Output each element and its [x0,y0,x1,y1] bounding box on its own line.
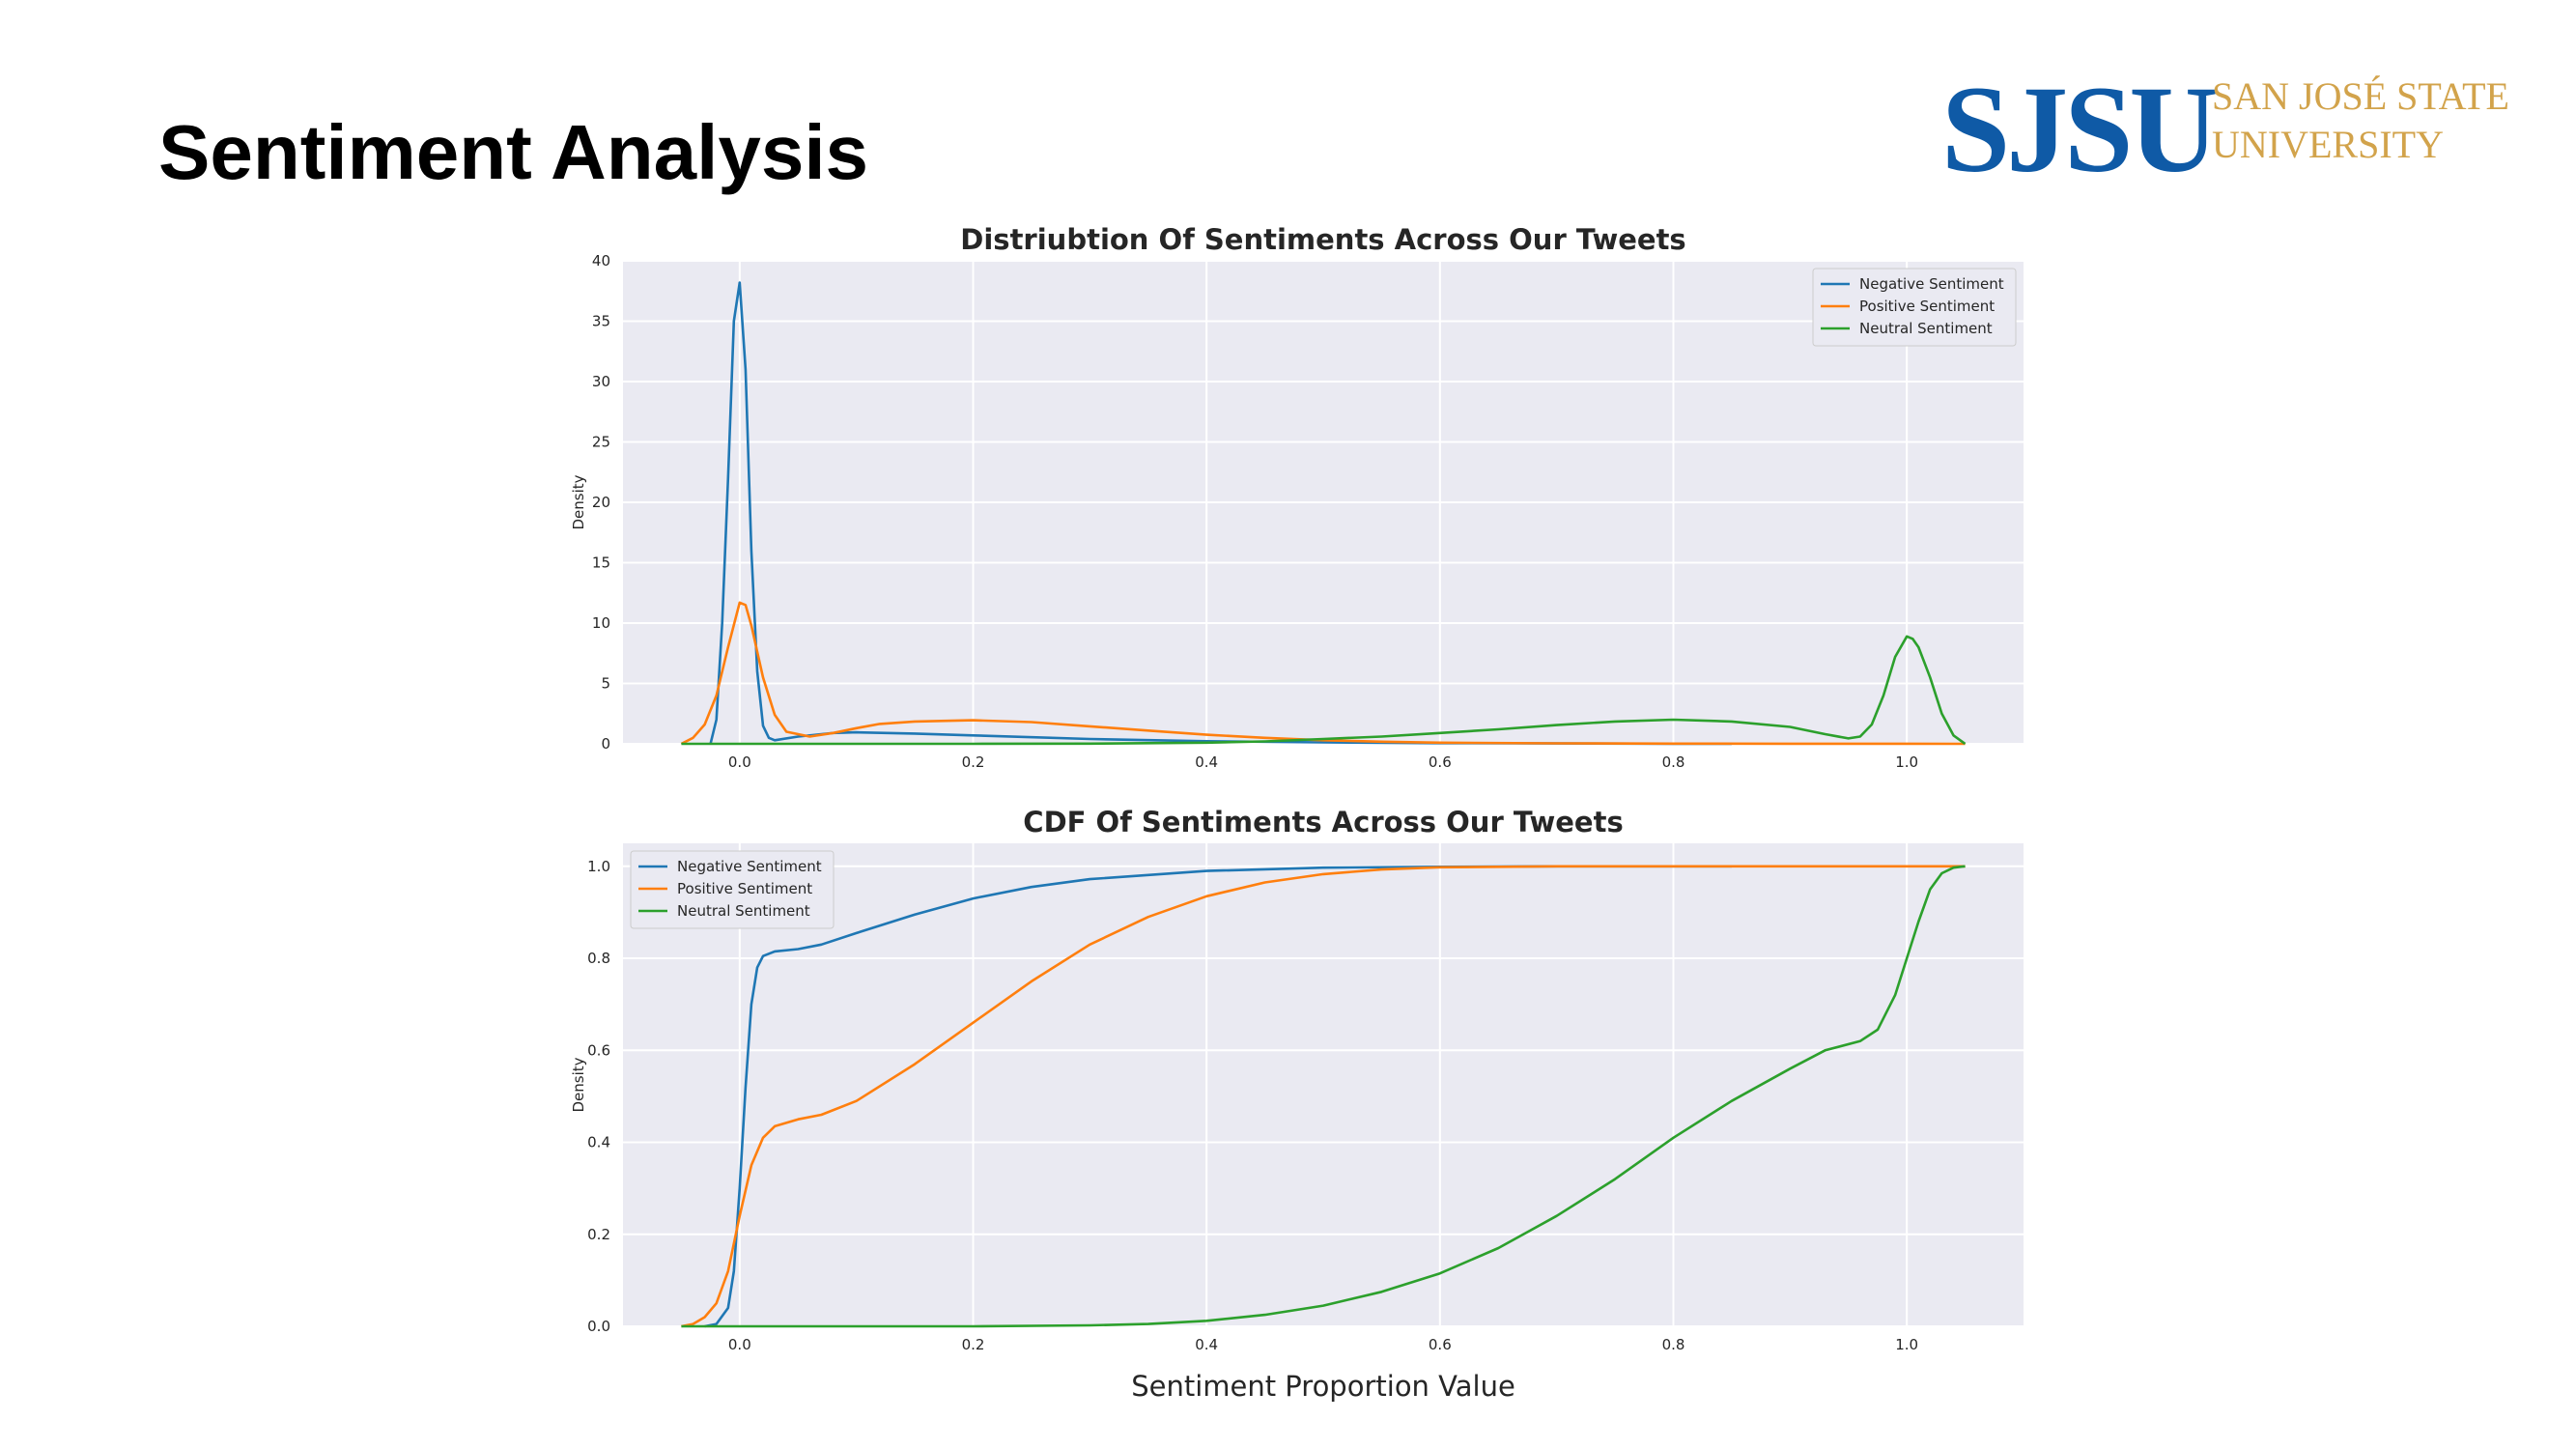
x-tick-label: 0.4 [1195,753,1218,771]
chart-title: CDF Of Sentiments Across Our Tweets [1023,806,1623,838]
y-axis-label: Density [570,1057,587,1112]
x-tick-label: 1.0 [1895,753,1918,771]
plot-area [623,843,2024,1326]
series-line-2 [680,601,1966,746]
legend-box [1812,268,2017,347]
y-tick-label: 20 [592,494,610,511]
x-tick-label: 0.2 [962,753,985,771]
x-tick-label: 0.0 [728,1336,751,1353]
legend-label: Neutral Sentiment [677,902,810,920]
university-logo: SJSU SAN JOSÉ STATE UNIVERSITY [1941,68,2521,193]
y-tick-label: 40 [592,252,610,270]
logo-mark: SJSU [1941,61,2219,198]
x-tick-label: 0.6 [1429,753,1452,771]
series-line-3 [681,865,1966,1328]
y-tick-label: 15 [592,554,610,572]
y-tick-label: 30 [592,373,610,390]
series-line-3 [681,635,1967,746]
legend-label: Positive Sentiment [1859,298,1995,315]
y-tick-label: 25 [592,434,610,451]
slide-title: Sentiment Analysis [158,109,869,195]
y-axis-label: Density [570,474,587,529]
y-tick-label: 0 [601,735,610,753]
logo-line-2: UNIVERSITY [2212,123,2444,166]
legend-label: Positive Sentiment [677,880,812,897]
x-tick-label: 0.8 [1662,753,1685,771]
y-tick-label: 1.0 [587,858,610,875]
y-tick-label: 0.6 [587,1041,610,1059]
logo-line-1: SAN JOSÉ STATE [2212,74,2509,118]
chart-1: Distriubtion Of Sentiments Across Our Tw… [570,223,2024,771]
y-tick-label: 0.8 [587,950,610,967]
x-axis-label: Sentiment Proportion Value [1131,1370,1515,1403]
x-tick-label: 0.2 [962,1336,985,1353]
series-line-2 [681,865,1966,1328]
y-tick-label: 0.4 [587,1134,610,1151]
x-tick-label: 0.4 [1195,1336,1218,1353]
legend-label: Negative Sentiment [677,858,822,875]
series-line-1 [709,281,1732,746]
x-tick-label: 1.0 [1895,1336,1918,1353]
legend: Negative Sentiment Positive Sentiment Neut… [1812,268,2017,347]
y-tick-label: 10 [592,614,610,632]
y-tick-label: 0.2 [587,1226,610,1243]
x-tick-label: 0.0 [728,753,751,771]
chart-title: Distriubtion Of Sentiments Across Our Tw… [960,223,1685,256]
legend-label: Neutral Sentiment [1859,320,1993,337]
legend: Negative Sentiment Positive Sentiment Neut… [630,850,835,929]
chart-2: CDF Of Sentiments Across Our Tweets 0.0 0.… [570,806,2024,1403]
x-tick-label: 0.6 [1429,1336,1452,1353]
x-tick-label: 0.8 [1662,1336,1685,1353]
y-tick-label: 35 [592,313,610,330]
legend-box [630,850,835,929]
y-tick-label: 5 [601,675,610,693]
y-tick-label: 0.0 [587,1318,610,1335]
legend-label: Negative Sentiment [1859,275,2004,293]
